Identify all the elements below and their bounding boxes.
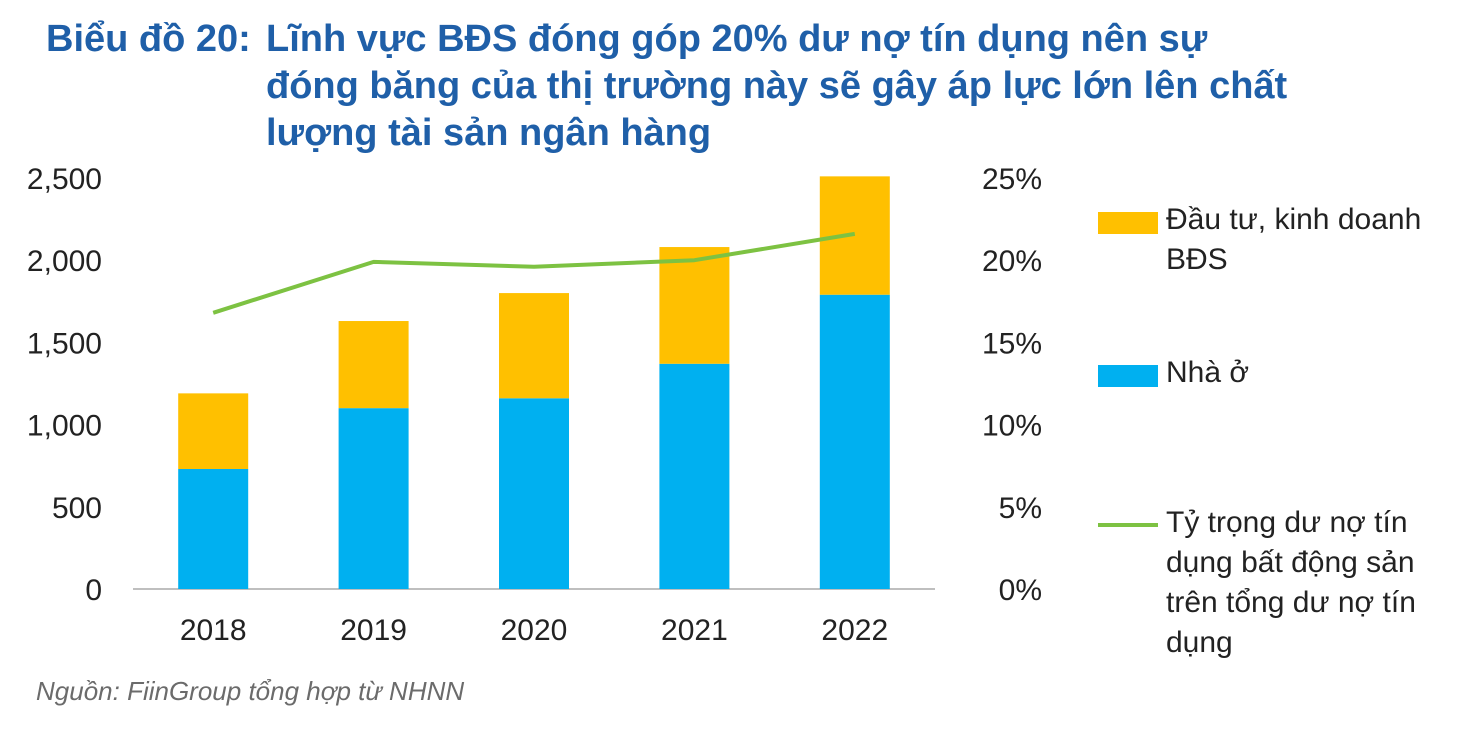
title-line-2: đóng băng của thị trường này sẽ gây áp l…: [266, 65, 1288, 107]
y-tick-label: 2,000: [27, 245, 102, 278]
y2-tick-label: 5%: [999, 492, 1042, 525]
chart-title: Biểu đồ 20: Lĩnh vực BĐS đóng góp 20% dư …: [46, 16, 1376, 157]
legend-swatch-housing: [1098, 365, 1158, 387]
title-line-1: Lĩnh vực BĐS đóng góp 20% dư nợ tín dụng…: [266, 18, 1208, 60]
source-note: Nguồn: FiinGroup tổng hợp từ NHNN: [36, 676, 465, 706]
bar-housing-2022: [819, 294, 890, 589]
legend-label-ratio-line3: trên tổng dư nợ tín: [1166, 586, 1416, 619]
bar-investment-2018: [178, 393, 249, 469]
bar-investment-2021: [659, 247, 730, 364]
title-prefix: Biểu đồ 20:: [46, 18, 251, 60]
title-line-3: lượng tài sản ngân hàng: [266, 112, 712, 154]
y2-tick-label: 25%: [982, 163, 1042, 196]
x-tick-label: 2020: [501, 614, 568, 647]
legend-label-ratio-line1: Tỷ trọng dư nợ tín: [1166, 506, 1408, 539]
y-tick-label: 0: [85, 574, 102, 607]
bar-housing-2018: [178, 468, 249, 589]
legend-label-ratio-line4: dụng: [1166, 626, 1233, 659]
legend-label-investment-line1: Đầu tư, kinh doanh: [1166, 203, 1422, 236]
legend-label-investment-line2: BĐS: [1166, 243, 1228, 276]
x-tick-label: 2019: [340, 614, 407, 647]
x-tick-label: 2021: [661, 614, 728, 647]
bar-housing-2020: [499, 398, 569, 589]
y-tick-label: 1,500: [27, 327, 102, 360]
y2-tick-label: 15%: [982, 327, 1042, 360]
legend-line-ratio: [1098, 523, 1158, 527]
legend-label-ratio-line2: dụng bất động sản: [1166, 546, 1415, 579]
y2-tick-label: 20%: [982, 245, 1042, 278]
y-tick-label: 500: [52, 492, 102, 525]
bar-investment-2019: [338, 321, 409, 409]
legend-swatch-investment: [1098, 212, 1158, 234]
x-tick-label: 2018: [180, 614, 247, 647]
y2-tick-label: 0%: [999, 574, 1042, 607]
x-tick-label: 2022: [821, 614, 888, 647]
legend-label-housing: Nhà ở: [1166, 356, 1250, 389]
bar-housing-2021: [659, 363, 730, 589]
bar-investment-2020: [499, 293, 569, 399]
ratio-line: [212, 231, 856, 315]
y2-tick-label: 10%: [982, 410, 1042, 443]
y-tick-label: 2,500: [27, 163, 102, 196]
y-tick-label: 1,000: [27, 410, 102, 443]
bar-housing-2019: [338, 408, 409, 589]
